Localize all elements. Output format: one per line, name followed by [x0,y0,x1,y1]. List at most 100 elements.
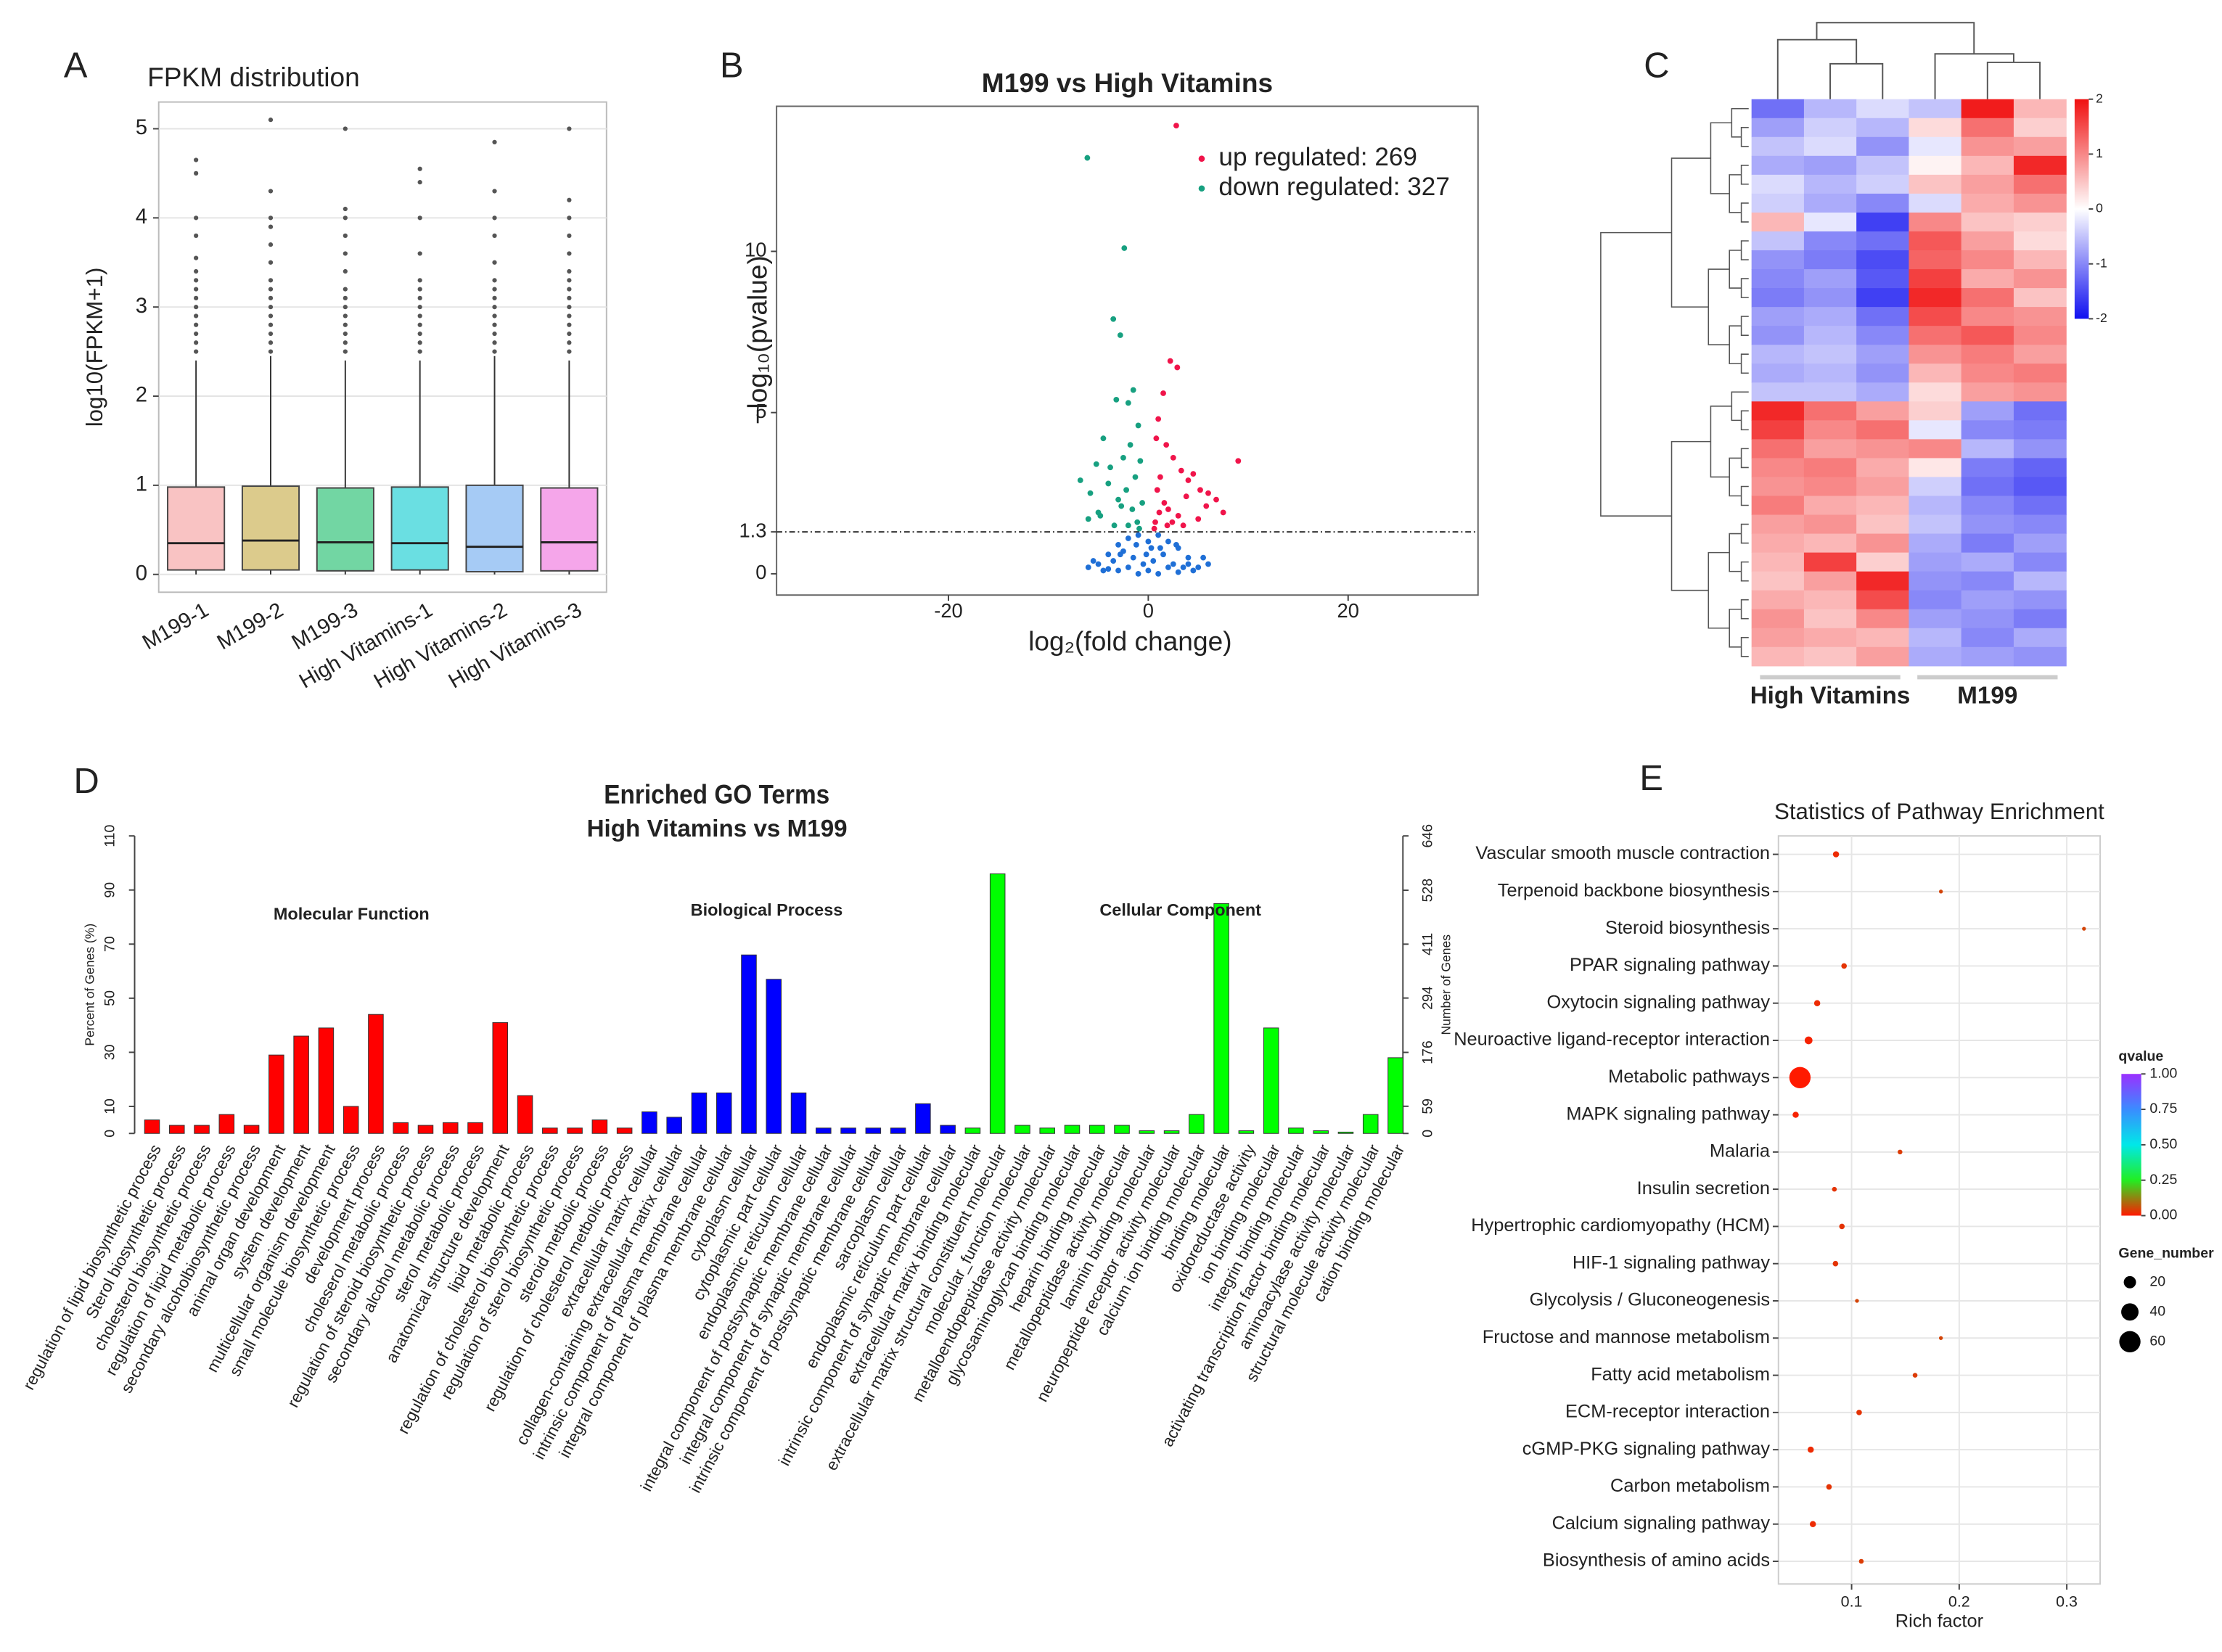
x-tick-label: 0 [1143,599,1154,622]
row-dendrogram [1600,107,1749,657]
bubble [1858,1558,1864,1564]
outlier [567,349,572,354]
heat-cell [1909,250,1962,270]
outlier [492,313,497,319]
point [1161,500,1168,506]
point [1115,541,1121,548]
heat-cell [1803,609,1857,629]
outlier [567,287,572,292]
dendrogram-branch [1729,250,1742,289]
bar [243,1125,260,1134]
outlier [567,331,572,337]
heat-cell [1803,345,1857,364]
y-tick-label: Malaria [1710,1141,1771,1162]
heat-cell [2013,382,2067,402]
outlier [492,322,497,327]
bar [1089,1125,1105,1134]
x-tick-label: High Vitamins-3 [444,598,586,694]
outlier [194,349,199,354]
y-tick-label: 2 [136,383,147,407]
heat-cell [1961,477,2014,497]
outlier [567,305,572,310]
point [1180,564,1186,570]
heat-cell [1856,345,1910,364]
outlier [343,331,348,337]
outlier [343,313,348,319]
chart-title: Enriched GO Terms [604,780,829,810]
point [1125,522,1131,529]
bar [1139,1130,1155,1134]
y2-axis-label: Number of Genes [1438,934,1453,1035]
dendrogram-branch [1729,174,1742,213]
heat-cell [1961,514,2014,535]
outlier [343,305,348,310]
colorbar-tick-label: -2 [2096,311,2107,325]
heat-cell [2013,326,2067,345]
heat-cell [2013,231,2067,251]
heat-cell [1856,193,1910,213]
bar [616,1127,633,1134]
point [1110,558,1117,564]
heat-cell [1856,477,1910,497]
outlier [194,331,199,337]
y2-tick-label: 411 [1420,933,1436,956]
heat-cell [1856,136,1910,157]
heat-cell [2013,609,2067,629]
heat-cell [1751,590,1805,610]
outlier [268,215,274,221]
heat-cell [1803,590,1857,610]
dendrogram-branch [1740,240,1749,260]
heat-cell [2013,174,2067,194]
heat-cell [1803,477,1857,497]
dendrogram-branch [1740,523,1749,544]
y-axis-label: Percent of Genes (%) [83,924,97,1046]
x-tick-label: 20 [1337,599,1359,622]
bubble [1826,1484,1832,1490]
point [1175,569,1181,575]
heat-cell [2013,363,2067,383]
point [1140,561,1147,567]
bar [1337,1131,1354,1134]
x-tick-label: 0.2 [1948,1593,1970,1610]
outlier [567,268,572,274]
heat-cell [2013,118,2067,138]
bar [144,1119,160,1134]
colorbar-tick-label: 0.75 [2149,1101,2177,1117]
y-axis-label: log10(FPKM+1) [82,268,107,427]
outlier [194,278,199,283]
heat-cell [1856,514,1910,535]
y-tick-label: MAPK signaling pathway [1566,1104,1770,1124]
dendrogram-branch [1740,448,1749,469]
dendrogram-branch [1740,202,1749,223]
y-tick-label: 90 [102,882,118,898]
heat-cell [1751,193,1805,213]
point [1135,532,1141,538]
point [1125,535,1131,541]
outlier [417,349,422,354]
heat-cell [1751,458,1805,478]
heat-cell [1909,326,1962,345]
colorbar-title: qvalue [2118,1048,2163,1064]
heat-cell [2013,193,2067,213]
heat-cell [1803,326,1857,345]
heat-cell [1751,382,1805,402]
heat-cell [1961,609,2014,629]
heat-cell [2013,269,2067,289]
heat-cell [1961,628,2014,648]
point [1084,155,1091,161]
heat-cell [1856,155,1910,176]
heat-cell [2013,496,2067,516]
point [1190,567,1197,574]
bar [517,1095,533,1134]
y-tick-label: Terpenoid backbone biosynthesis [1498,881,1770,901]
dendrogram-branch [1740,316,1749,336]
heat-cell [2013,571,2067,591]
dendrogram-branch [1729,608,1742,648]
heat-cell [2013,533,2067,554]
dendrogram-branch [1670,157,1711,308]
x-tick-label: -20 [934,599,963,622]
outlier [567,313,572,319]
size-legend-title: Gene_number [2118,1245,2214,1261]
outlier [492,189,497,194]
heat-cell [1856,533,1910,554]
